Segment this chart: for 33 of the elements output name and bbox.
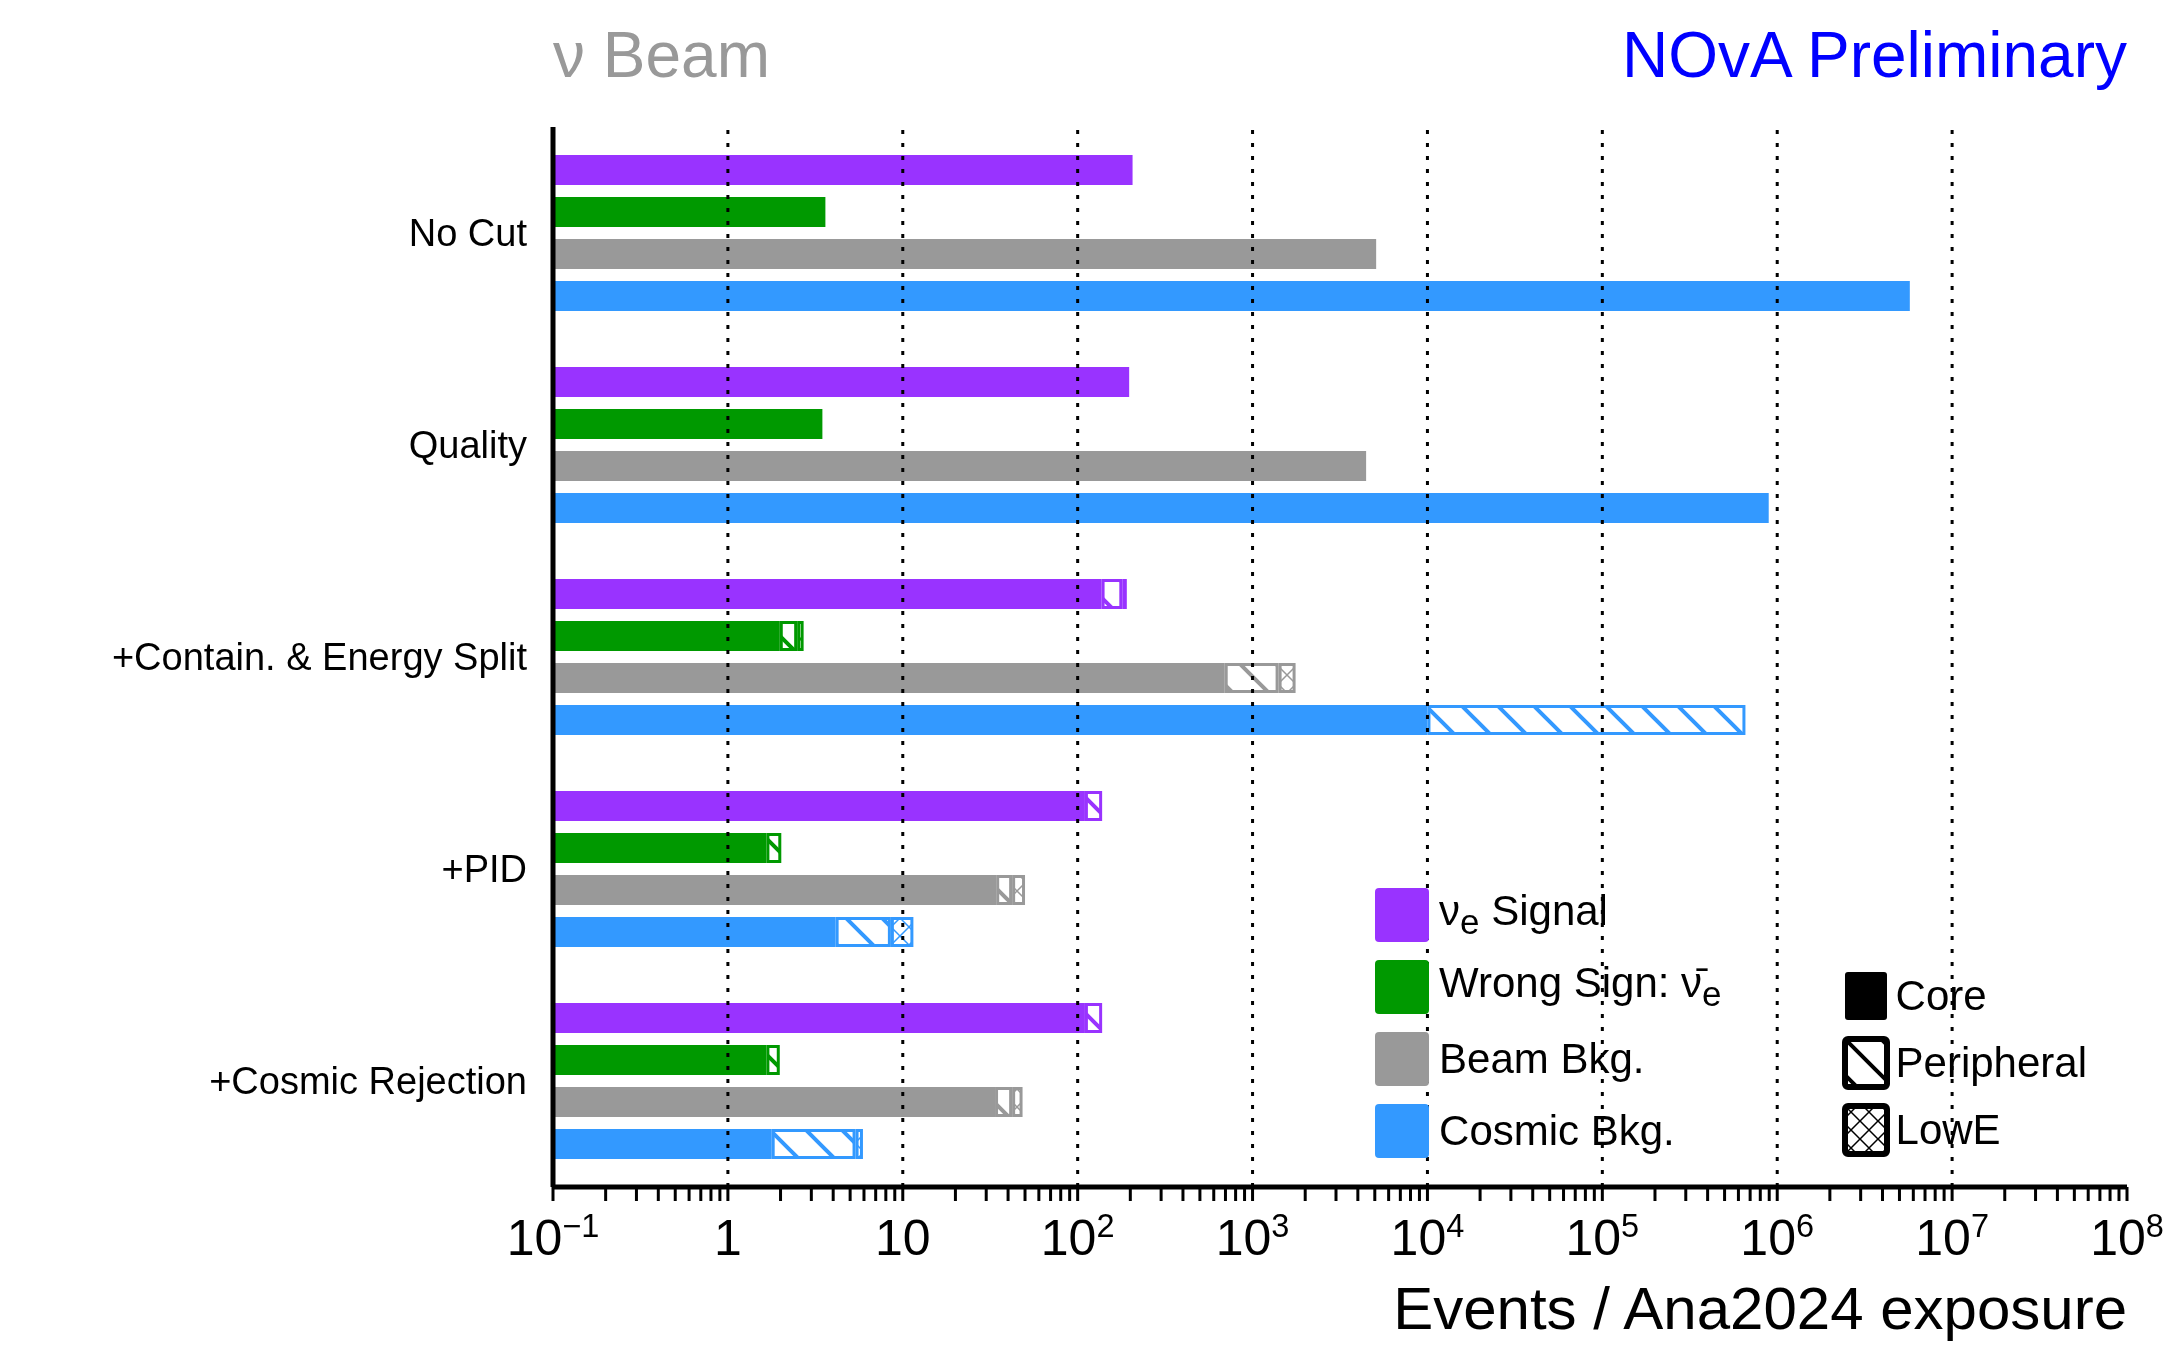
bar	[553, 493, 1769, 523]
y-tick-label: +PID	[441, 848, 527, 890]
bar	[553, 409, 823, 439]
chart-subtitle: NOvA Preliminary	[1622, 19, 2127, 91]
x-tick-label: 10$^{7}$	[1915, 1208, 1989, 1266]
x-tick-label: 10$^{2}$	[1040, 1208, 1115, 1266]
legend-label: Wrong Sign: ν̄$_{e}$	[1439, 959, 1722, 1015]
x-tick-label: 10$^{8}$	[2090, 1208, 2164, 1266]
y-tick-label: +Cosmic Rejection	[209, 1060, 527, 1102]
bar	[553, 281, 1910, 311]
x-tick-label: 10$^{5}$	[1565, 1208, 1640, 1266]
bar	[553, 155, 1133, 185]
y-tick-label: No Cut	[408, 212, 528, 254]
chart-title: ν Beam	[553, 19, 770, 91]
y-tick-label: +Contain. & Energy Split	[111, 636, 528, 678]
x-tick-label: 10$^{3}$	[1215, 1208, 1290, 1266]
x-axis-title: Events / Ana2024 exposure	[1393, 1275, 2127, 1342]
annotation: LowE	[1895, 1105, 2001, 1154]
bar	[553, 451, 1367, 481]
legend-label: Cosmic Bkg.	[1439, 1107, 1675, 1155]
bar	[553, 197, 826, 227]
x-tick-label: 10$^{−1}$	[506, 1208, 600, 1266]
legend-label: ν$_{e}$ Signal	[1439, 887, 1608, 943]
y-tick-label: Quality	[408, 424, 527, 466]
x-tick-label: 10$^{6}$	[1740, 1208, 1815, 1266]
annotation: Peripheral	[1895, 1038, 2087, 1087]
bar	[553, 239, 1377, 269]
x-tick-label: 1	[713, 1210, 742, 1266]
x-tick-label: 10	[874, 1210, 931, 1266]
bar	[553, 367, 1130, 397]
annotation: Core	[1895, 971, 1987, 1020]
x-tick-label: 10$^{4}$	[1390, 1208, 1465, 1266]
legend-label: Beam Bkg.	[1439, 1035, 1645, 1083]
